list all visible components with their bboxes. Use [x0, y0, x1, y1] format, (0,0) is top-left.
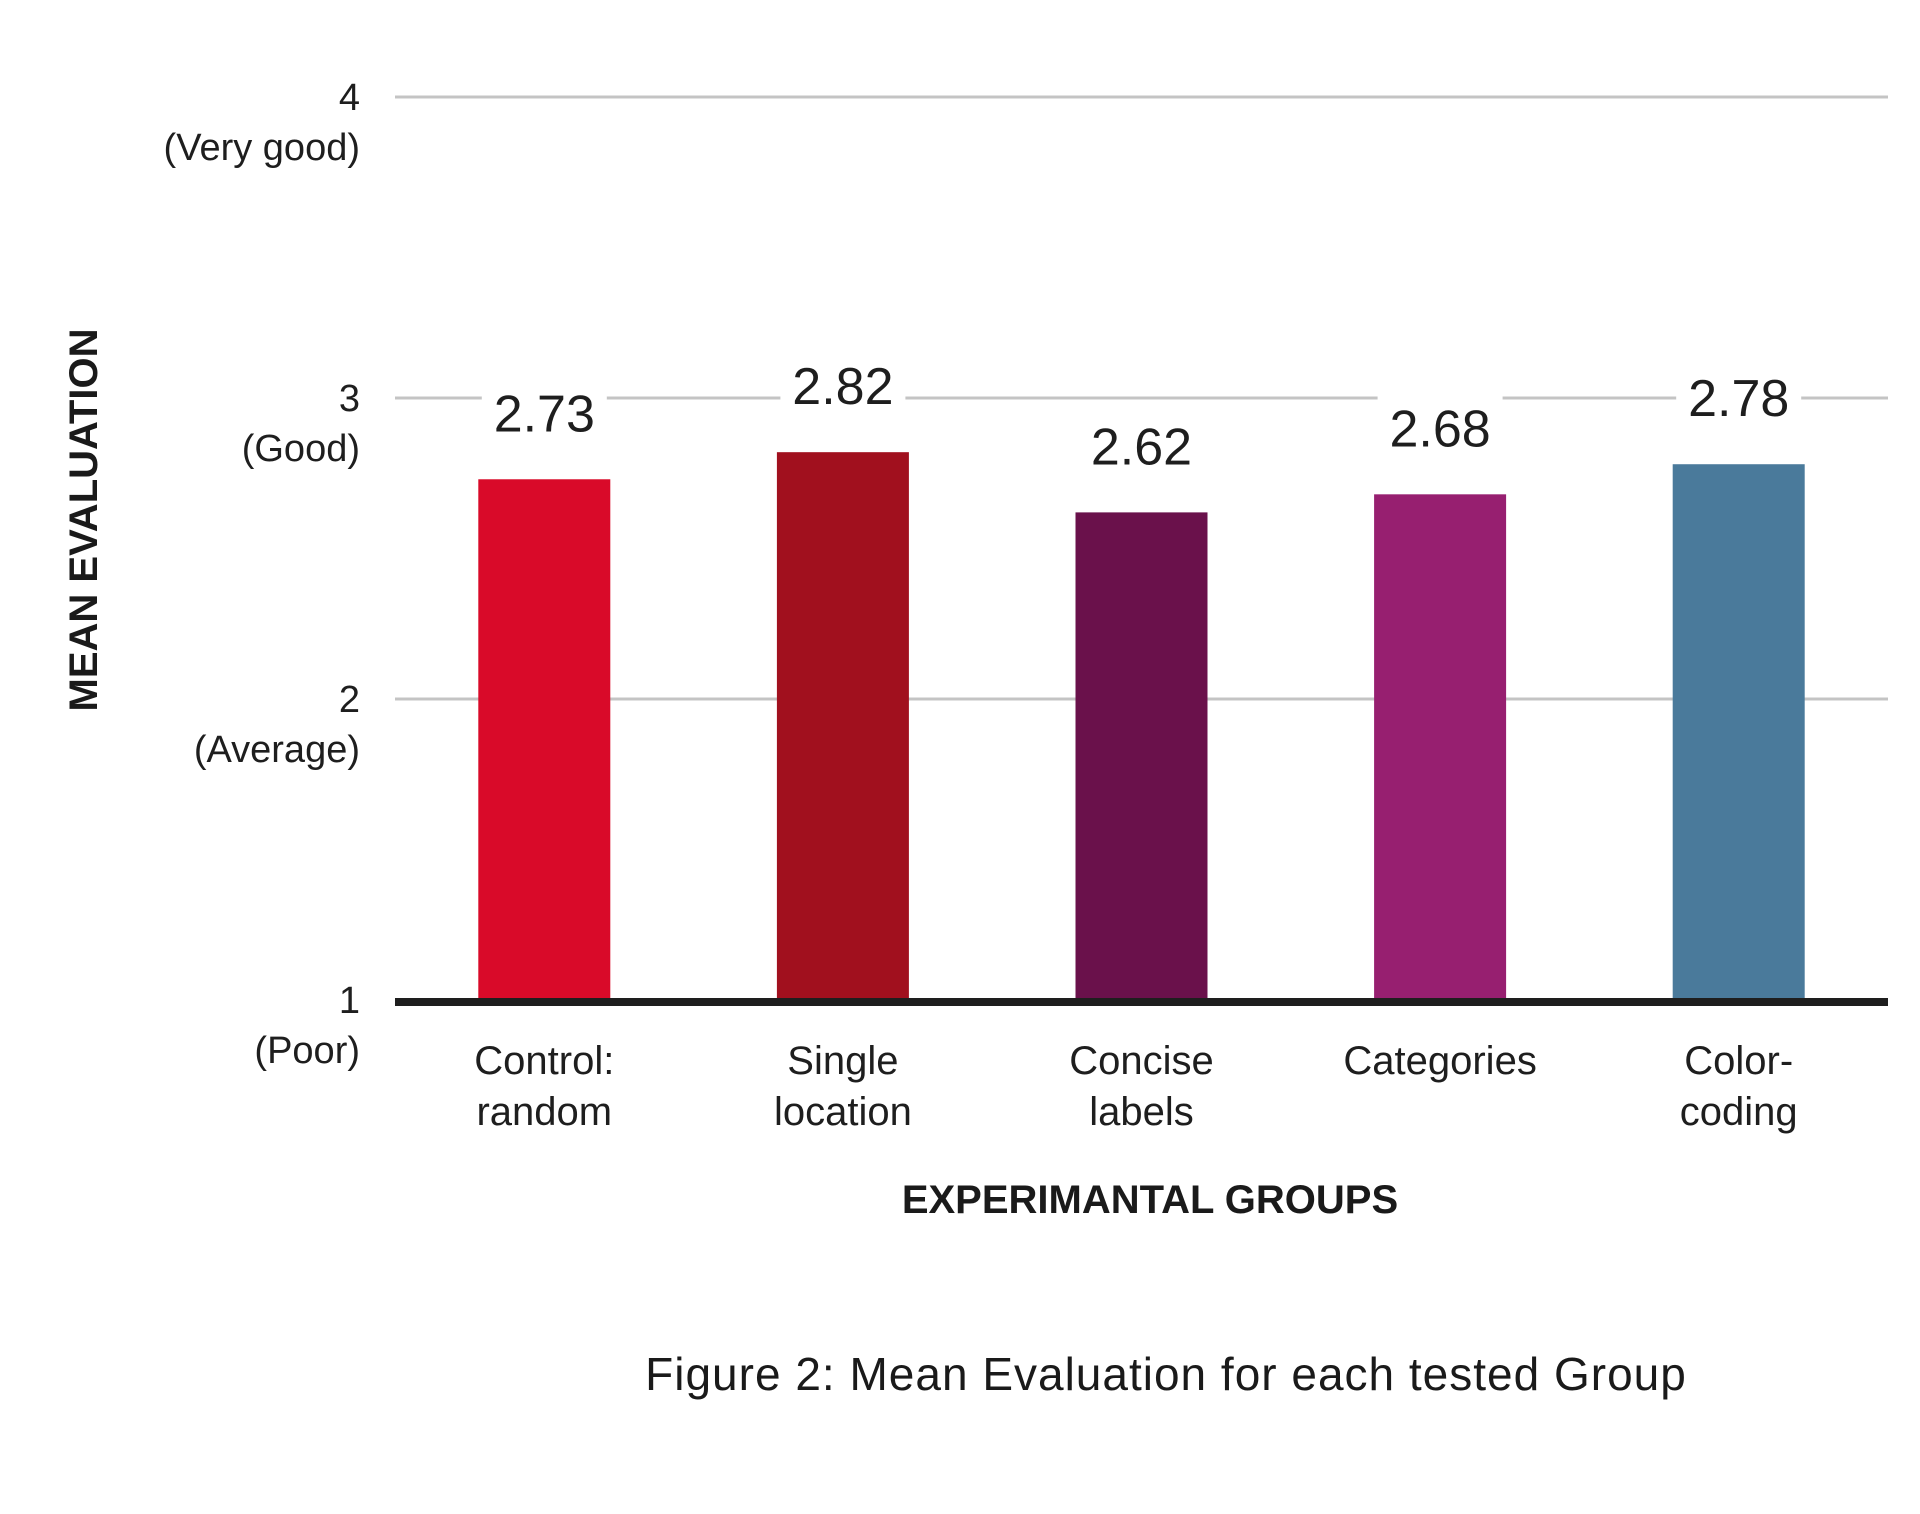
x-category-label: location [774, 1090, 912, 1134]
y-tick-description: (Poor) [254, 1030, 360, 1072]
bar-value-label: 2.78 [1688, 370, 1789, 428]
x-category-label: Categories [1343, 1039, 1536, 1083]
value-label-backdrop [481, 381, 607, 440]
bar-value-label: 2.68 [1389, 400, 1490, 458]
bar [776, 452, 909, 1000]
x-category-label: labels [1089, 1090, 1194, 1134]
value-label-backdrop [1676, 366, 1802, 425]
x-axis-title: EXPERIMANTAL GROUPS [902, 1178, 1398, 1222]
x-category-label: random [476, 1090, 612, 1134]
y-axis-title: MEAN EVALUATION [62, 329, 106, 712]
bar [1672, 464, 1805, 1001]
y-tick-description: (Good) [242, 428, 360, 470]
x-category-label: coding [1680, 1090, 1798, 1134]
x-category-label: Control: [474, 1039, 614, 1083]
x-category-label: Color- [1684, 1039, 1793, 1083]
value-label-backdrop [1377, 396, 1503, 455]
bar [1374, 494, 1507, 1000]
y-axis-ticks: 4 (Very good) 3 (Good) 2 (Average) 1 (Poor) [164, 77, 360, 1072]
value-label-backdrop [780, 354, 906, 413]
bars [478, 452, 1805, 1001]
y-tick-description: (Average) [194, 729, 360, 771]
bar [1075, 512, 1208, 1000]
y-tick-value: 3 [339, 378, 360, 420]
y-tick-value: 1 [339, 980, 360, 1022]
y-tick-description: (Very good) [164, 127, 360, 169]
bar-value-label: 2.73 [494, 385, 595, 443]
bar [478, 479, 611, 1000]
x-axis-category-labels: Control: random Single location Concise label… [474, 1039, 1797, 1134]
value-label-backdrop [1079, 414, 1204, 473]
x-category-label: Single [787, 1039, 898, 1083]
bar-value-label: 2.62 [1091, 418, 1192, 476]
figure-caption: Figure 2: Mean Evaluation for each teste… [645, 1348, 1687, 1400]
bar-value-label: 2.82 [792, 358, 893, 416]
y-tick-value: 4 [339, 77, 360, 119]
y-tick-value: 2 [339, 679, 360, 721]
x-category-label: Concise [1069, 1039, 1214, 1083]
value-labels: 2.73 2.82 2.62 2.68 2.78 [481, 354, 1802, 476]
